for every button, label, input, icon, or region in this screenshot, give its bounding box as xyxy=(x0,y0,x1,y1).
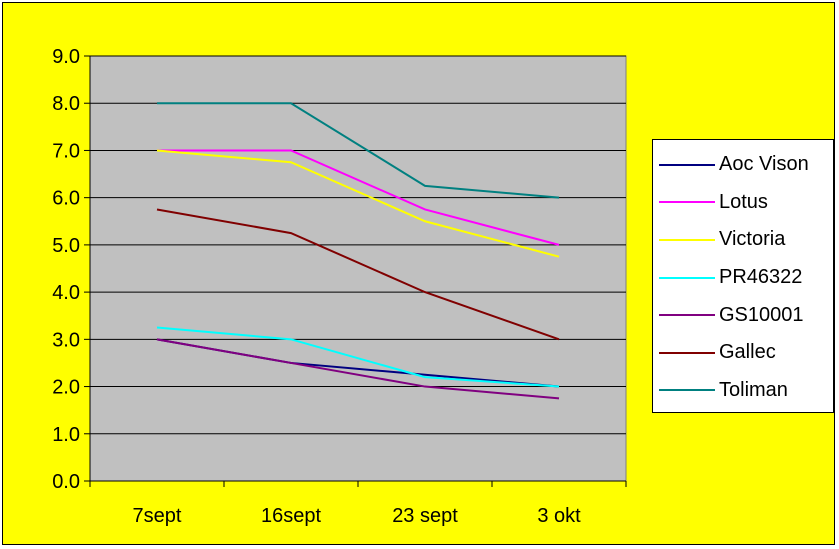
legend: Aoc Vison Lotus Victoria PR46322 GS10001 Gall… xyxy=(652,139,834,413)
y-tick-label: 1.0 xyxy=(52,424,80,446)
legend-item-gallec: Gallec xyxy=(653,334,833,372)
series-line-lotus xyxy=(157,149,560,246)
y-tick-label: 7.0 xyxy=(52,140,80,162)
legend-label: GS10001 xyxy=(719,303,804,326)
x-tick-label: 23 sept xyxy=(392,505,458,527)
series-line-pr46322 xyxy=(156,326,560,388)
y-tick-label: 9.0 xyxy=(52,46,80,68)
legend-swatch xyxy=(659,314,715,317)
legend-item-gs10001: GS10001 xyxy=(653,296,833,334)
series-line-victoria xyxy=(156,149,560,258)
y-tick-label: 5.0 xyxy=(52,235,80,257)
legend-swatch xyxy=(659,238,715,241)
legend-label: Victoria xyxy=(719,228,786,251)
legend-item-lotus: Lotus xyxy=(653,184,833,222)
line-chart: 0.0 1.0 2.0 3.0 4.0 5.0 6.0 7.0 8.0 9.0 7sept 16sep… xyxy=(52,46,627,527)
series-line-gallec xyxy=(156,208,560,341)
legend-item-toliman: Toliman xyxy=(653,372,833,410)
legend-label: Lotus xyxy=(719,190,768,213)
y-tick-label: 4.0 xyxy=(52,282,80,304)
legend-swatch xyxy=(659,276,715,279)
legend-label: Gallec xyxy=(719,341,776,364)
y-tick-label: 6.0 xyxy=(52,188,80,210)
plot-area xyxy=(89,55,627,482)
y-tick-label: 8.0 xyxy=(52,93,80,115)
y-tick-label: 0.0 xyxy=(52,471,80,493)
legend-item-aoc-vison: Aoc Vison xyxy=(653,146,833,184)
y-tick-label: 3.0 xyxy=(52,329,80,351)
legend-swatch xyxy=(659,201,715,204)
legend-label: Aoc Vison xyxy=(719,153,809,176)
legend-item-victoria: Victoria xyxy=(653,221,833,259)
series-line-gs10001 xyxy=(156,338,560,400)
legend-label: Toliman xyxy=(719,378,788,401)
legend-swatch xyxy=(659,163,715,166)
series-line-toliman xyxy=(157,102,560,199)
legend-swatch xyxy=(659,389,715,392)
x-tick-label: 7sept xyxy=(133,505,182,527)
y-tick-label: 2.0 xyxy=(52,377,80,399)
x-tick-label: 3 okt xyxy=(537,505,581,527)
legend-item-pr46322: PR46322 xyxy=(653,259,833,297)
legend-label: PR46322 xyxy=(719,266,803,289)
legend-swatch xyxy=(659,351,715,354)
x-tick-label: 16sept xyxy=(261,505,321,527)
